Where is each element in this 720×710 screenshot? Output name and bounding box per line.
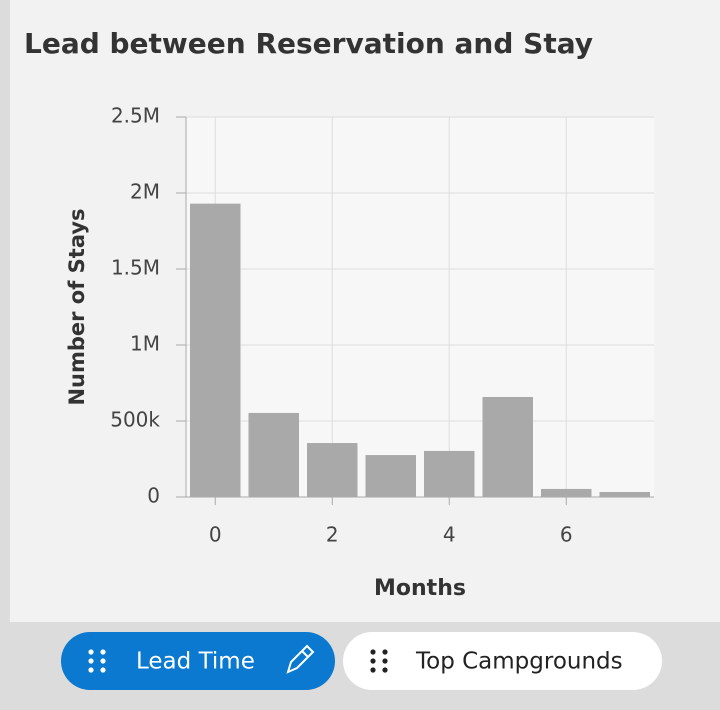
x-axis-label: Months xyxy=(374,576,466,601)
drag-handle xyxy=(370,649,388,673)
y-tick-label: 2.5M xyxy=(111,104,160,128)
y-tick-label: 0 xyxy=(147,484,160,508)
edit-icon[interactable] xyxy=(286,644,315,674)
y-tick-label: 500k xyxy=(110,408,160,432)
tab-label[interactable]: Lead Time xyxy=(136,649,255,675)
bar xyxy=(482,396,533,497)
y-axis-label: Number of Stays xyxy=(65,208,89,405)
y-tick-label: 1.5M xyxy=(111,256,160,280)
x-tick-label: 4 xyxy=(443,523,456,547)
bar xyxy=(541,488,592,497)
y-tick-label: 2M xyxy=(130,180,160,204)
bar xyxy=(365,455,416,497)
bar xyxy=(190,203,241,497)
bar xyxy=(599,491,650,497)
x-tick-label: 2 xyxy=(326,523,339,547)
tab-label[interactable]: Top Campgrounds xyxy=(415,649,623,675)
tab-active[interactable] xyxy=(61,632,335,690)
chart-title: Lead between Reservation and Stay xyxy=(24,27,593,60)
y-tick-label: 1M xyxy=(130,332,160,356)
x-tick-label: 6 xyxy=(560,523,573,547)
bar xyxy=(424,450,475,497)
drag-handle xyxy=(88,649,106,673)
x-tick-label: 0 xyxy=(209,523,222,547)
tab[interactable] xyxy=(343,632,662,690)
bar xyxy=(248,412,299,497)
bar xyxy=(307,443,358,497)
